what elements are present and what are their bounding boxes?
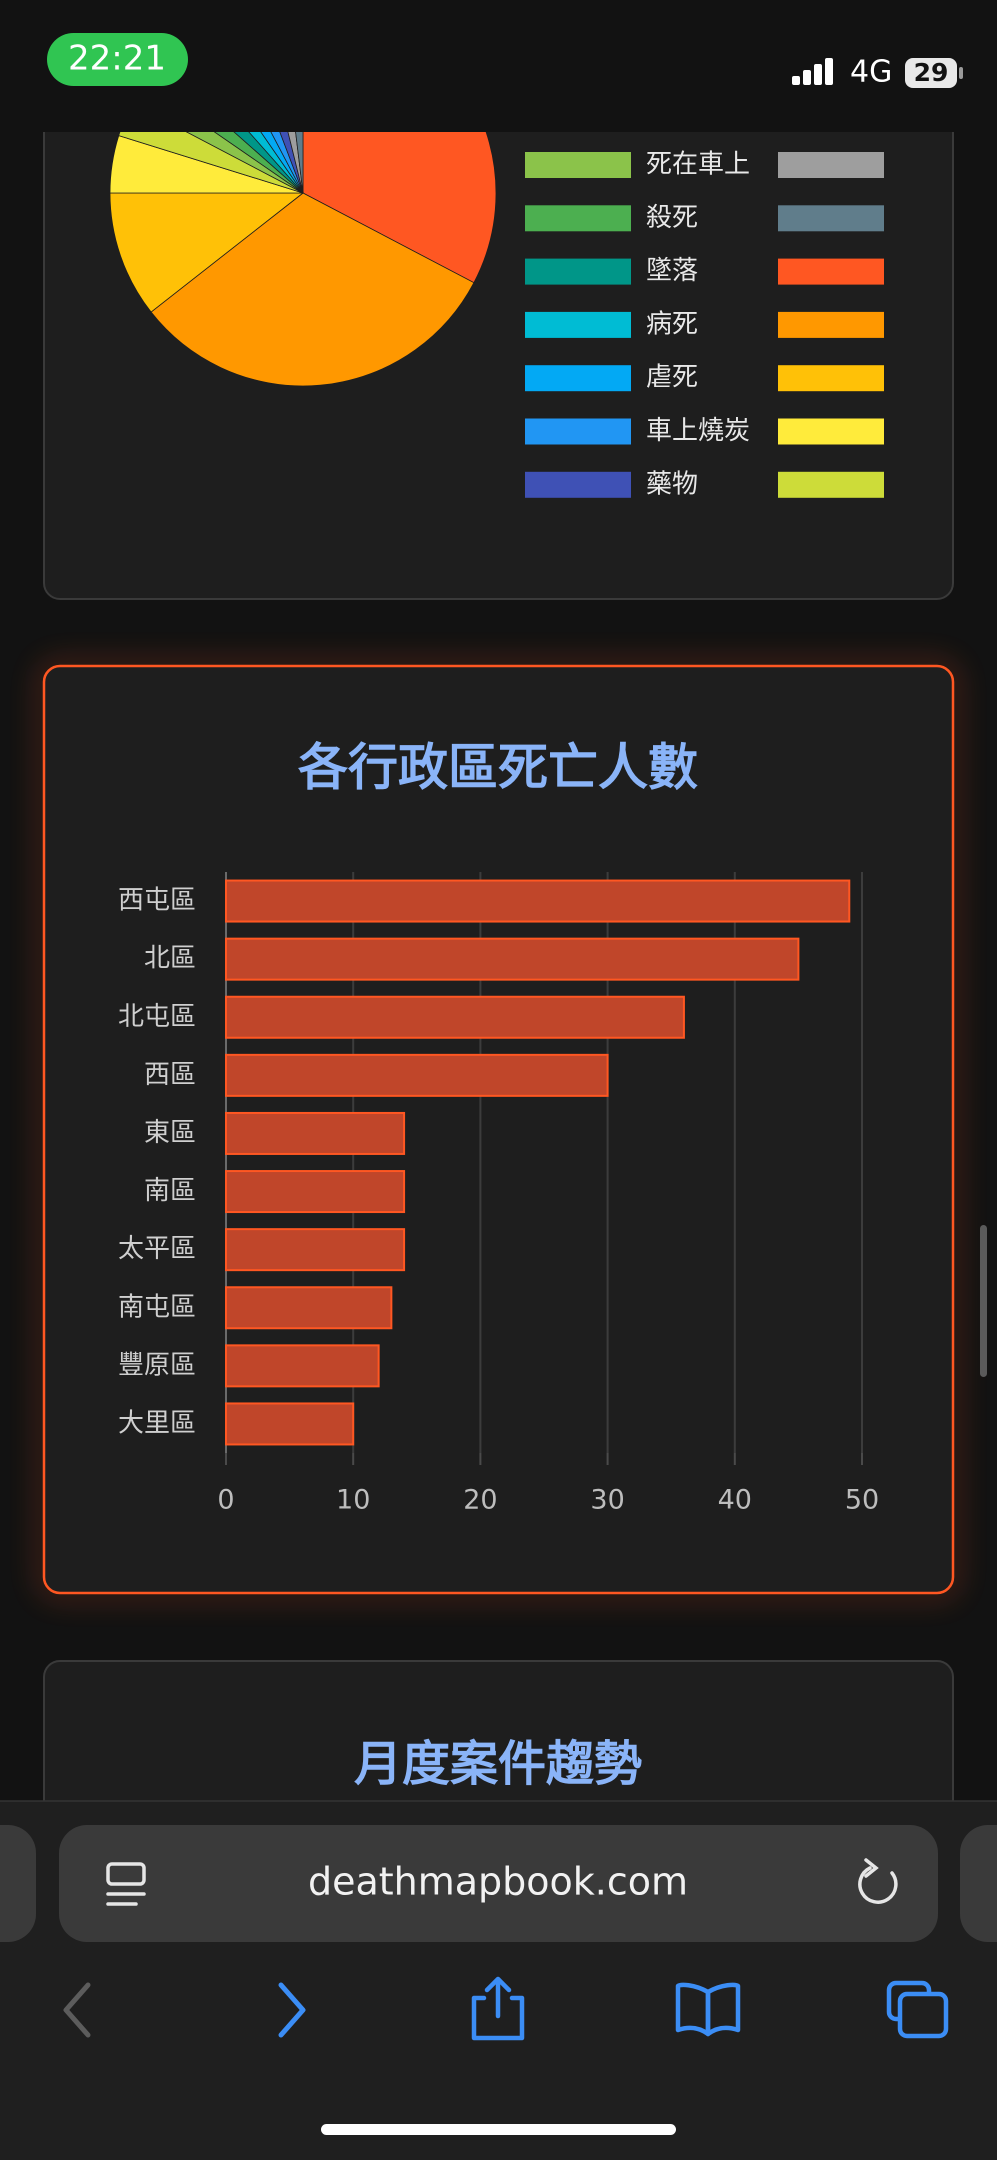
legend-label: 病死 bbox=[646, 309, 698, 339]
network: 4G bbox=[850, 55, 892, 90]
bar bbox=[225, 1053, 609, 1097]
signal-bar bbox=[792, 76, 800, 85]
tabs-button[interactable] bbox=[886, 1980, 949, 2039]
y-tick-label: 豐原區 bbox=[118, 1350, 196, 1380]
x-tick-label: 20 bbox=[463, 1485, 497, 1516]
battery-level: 29 bbox=[914, 58, 949, 87]
reload-icon[interactable] bbox=[858, 1858, 898, 1904]
legend-label: 虐死 bbox=[646, 363, 698, 393]
y-tick-label: 西屯區 bbox=[118, 886, 196, 916]
y-tick-label: 太平區 bbox=[118, 1234, 196, 1264]
legend-label: 死在車上 bbox=[646, 150, 750, 180]
prev-tab[interactable] bbox=[0, 1825, 36, 1942]
legend-label: 藥物 bbox=[646, 469, 698, 499]
legend-swatch bbox=[525, 471, 631, 498]
battery bbox=[905, 58, 957, 88]
legend-swatch bbox=[525, 152, 631, 178]
bar bbox=[225, 1170, 406, 1214]
pie-slice bbox=[287, 132, 304, 194]
legend-swatch bbox=[778, 365, 884, 392]
trend-card bbox=[43, 1660, 954, 1801]
bookmarks-button[interactable] bbox=[675, 1982, 741, 2037]
battery-cap bbox=[959, 67, 963, 79]
forward-button[interactable] bbox=[278, 1982, 306, 2038]
legend-swatch bbox=[525, 205, 631, 232]
pie-chart bbox=[109, 132, 497, 387]
pie-slice bbox=[295, 132, 304, 194]
bar bbox=[225, 937, 800, 981]
x-tick-label: 10 bbox=[336, 1485, 370, 1516]
address-bar[interactable] bbox=[59, 1825, 938, 1942]
chart-title: 各行政區死亡人數 bbox=[298, 739, 698, 797]
pie-slice bbox=[260, 132, 304, 194]
bar bbox=[225, 1228, 406, 1272]
bar bbox=[225, 1402, 355, 1446]
legend-swatch bbox=[525, 365, 631, 392]
bar bbox=[225, 1111, 406, 1155]
signal-bar bbox=[825, 58, 833, 85]
time: 22:21 bbox=[68, 39, 166, 79]
card-title: 月度案件趨勢 bbox=[354, 1736, 642, 1792]
status-bar: 22:21 4G 29 bbox=[0, 0, 997, 132]
bar bbox=[225, 995, 685, 1039]
x-tick-label: 40 bbox=[718, 1485, 752, 1516]
legend-label: 車上燒炭 bbox=[646, 416, 750, 446]
legend-swatch bbox=[525, 311, 631, 338]
y-tick-label: 北屯區 bbox=[118, 1002, 196, 1032]
legend-swatch bbox=[778, 205, 884, 232]
y-tick-label: 南屯區 bbox=[118, 1292, 196, 1322]
time-pill bbox=[47, 33, 188, 86]
y-tick-label: 南區 bbox=[144, 1176, 196, 1206]
pie-slice bbox=[109, 192, 305, 313]
y-tick-label: 西區 bbox=[144, 1060, 196, 1090]
x-tick-label: 0 bbox=[217, 1485, 234, 1516]
legend-swatch bbox=[778, 418, 884, 445]
legend-swatch bbox=[778, 471, 884, 498]
scrollbar bbox=[980, 1225, 987, 1377]
bar bbox=[225, 1286, 393, 1330]
legend-label: 殺死 bbox=[646, 203, 698, 233]
legend-swatch bbox=[778, 258, 884, 285]
home-indicator bbox=[321, 2124, 676, 2135]
pie-slice bbox=[213, 132, 304, 194]
y-tick-label: 北區 bbox=[144, 944, 196, 974]
x-tick-label: 30 bbox=[590, 1485, 624, 1516]
back-button[interactable] bbox=[63, 1982, 91, 2038]
signal-bar bbox=[803, 70, 811, 85]
bar bbox=[225, 879, 851, 923]
legend-label: 墜落 bbox=[646, 256, 698, 286]
share-button[interactable] bbox=[471, 1976, 525, 2041]
browser-toolbar: deathmapbook.com bbox=[0, 1800, 997, 2160]
signal-bar bbox=[814, 64, 822, 85]
y-tick-label: 東區 bbox=[144, 1118, 196, 1148]
legend-swatch bbox=[525, 418, 631, 445]
bar-chart: 各行政區死亡人數 0 10 20 30 40 50 西屯區北區北屯區西區東區南區太平區南屯區豐… bbox=[118, 739, 879, 1516]
reader-icon[interactable] bbox=[106, 1862, 146, 1906]
next-tab[interactable] bbox=[960, 1825, 997, 1942]
legend-swatch bbox=[778, 311, 884, 338]
x-tick-label: 50 bbox=[845, 1485, 879, 1516]
pie-slice bbox=[150, 192, 475, 387]
pie-slice bbox=[118, 132, 304, 194]
bar bbox=[225, 1344, 380, 1388]
y-tick-label: 大里區 bbox=[118, 1408, 196, 1438]
url[interactable]: deathmapbook.com bbox=[308, 1860, 688, 1904]
legend-swatch bbox=[778, 152, 884, 178]
pie-slice bbox=[185, 132, 304, 194]
legend-swatch bbox=[525, 258, 631, 285]
pie-slice bbox=[302, 132, 497, 284]
